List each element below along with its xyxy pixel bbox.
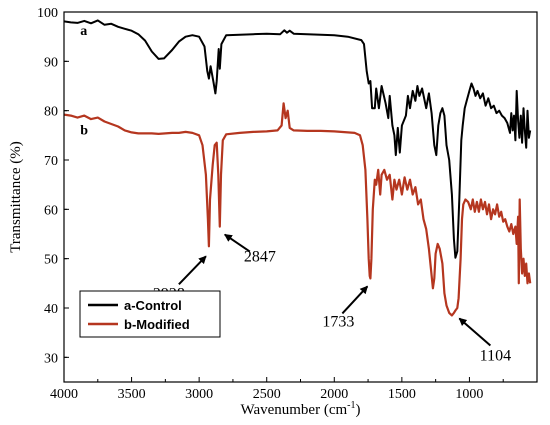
series-line-b-modified [64, 102, 532, 317]
x-tick-label: 4000 [50, 387, 78, 402]
curve-letter-a: a [80, 24, 87, 39]
legend: a-Control b-Modified [79, 290, 221, 338]
annotation-arrow-1104 [458, 317, 492, 347]
annotation-label-1733: 1733 [322, 313, 354, 330]
x-tick-label: 1000 [455, 387, 483, 402]
legend-box [79, 290, 221, 338]
y-tick-label: 30 [44, 351, 58, 366]
x-tick-label: 2000 [320, 387, 348, 402]
y-tick-label: 80 [44, 105, 58, 120]
y-axis-ticks: 30 40 50 60 70 80 90 100 [37, 6, 69, 366]
x-tick-label: 1500 [388, 387, 416, 402]
x-axis-label-text: Wavenumber (cm [240, 402, 347, 418]
y-tick-label: 40 [44, 302, 58, 317]
annotation-label-1104: 1104 [480, 347, 511, 364]
legend-entry-label: b-Modified [124, 317, 190, 332]
y-axis-label: Transmittance (%) [8, 141, 24, 253]
y-tick-label: 50 [44, 253, 58, 268]
x-axis-label: Wavenumber (cm-1) [240, 400, 360, 418]
annotation-arrow-2847 [223, 233, 251, 253]
annotation-label-2847: 2847 [244, 249, 276, 266]
x-axis-label-close: ) [356, 402, 361, 418]
annotation-arrow-1733 [341, 285, 369, 315]
y-tick-label: 90 [44, 55, 58, 70]
y-tick-label: 70 [44, 154, 58, 169]
x-axis-ticks: 4000 3500 3000 2500 2000 1500 1000 [50, 377, 538, 402]
x-tick-label: 3000 [185, 387, 213, 402]
x-axis-label-superscript: -1 [347, 400, 355, 411]
series-curves [64, 19, 532, 317]
x-tick-label: 3500 [118, 387, 146, 402]
x-tick-label: 2500 [253, 387, 281, 402]
annotation-arrow-2928 [178, 255, 207, 286]
y-tick-label: 60 [44, 203, 58, 218]
series-line-a-control [64, 19, 532, 259]
curve-letters: ab [80, 24, 88, 138]
y-tick-label: 100 [37, 6, 58, 21]
curve-letter-b: b [80, 123, 88, 138]
legend-entry-label: a-Control [124, 298, 182, 313]
